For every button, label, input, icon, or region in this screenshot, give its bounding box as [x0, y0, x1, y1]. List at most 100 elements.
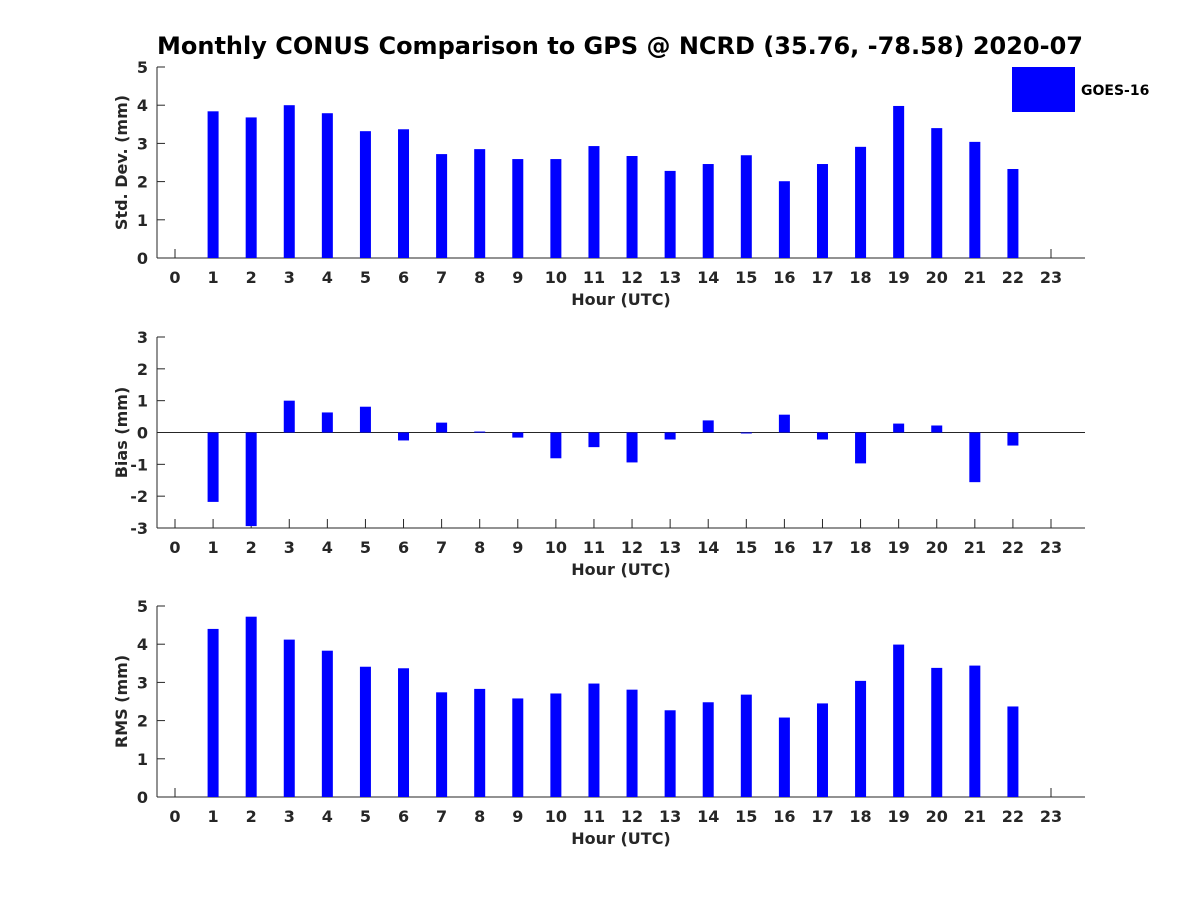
bar-bias-hour-12 — [626, 432, 638, 463]
x-tick-label: 21 — [964, 268, 986, 287]
x-tick-label: 1 — [208, 807, 219, 826]
x-tick-label: 6 — [398, 538, 409, 557]
bar-stddev-hour-5 — [359, 131, 371, 258]
bar-bias-hour-10 — [550, 432, 562, 459]
x-tick-label: 3 — [284, 538, 295, 557]
x-tick-label: 4 — [322, 268, 333, 287]
y-tick-label: 1 — [137, 392, 148, 411]
x-tick-label: 6 — [398, 268, 409, 287]
x-tick-label: 13 — [659, 538, 681, 557]
x-tick-label: 0 — [169, 538, 180, 557]
y-tick-label: -2 — [130, 487, 148, 506]
x-axis-label: Hour (UTC) — [571, 829, 671, 848]
bar-stddev-hour-9 — [512, 159, 524, 258]
bar-rms-hour-4 — [321, 650, 333, 797]
bar-stddev-hour-15 — [740, 155, 752, 258]
x-tick-label: 17 — [811, 807, 833, 826]
bar-rms-hour-3 — [283, 639, 295, 797]
x-tick-label: 1 — [208, 268, 219, 287]
y-tick-label: 4 — [137, 96, 148, 115]
x-tick-label: 10 — [545, 538, 567, 557]
x-tick-label: 3 — [284, 268, 295, 287]
bar-stddev-hour-21 — [969, 141, 981, 258]
x-tick-label: 18 — [849, 538, 871, 557]
bar-rms-hour-5 — [359, 666, 371, 797]
x-tick-label: 17 — [811, 538, 833, 557]
bar-bias-hour-4 — [321, 412, 333, 433]
y-tick-label: 2 — [137, 712, 148, 731]
x-tick-label: 20 — [926, 538, 948, 557]
x-tick-label: 16 — [773, 268, 795, 287]
bar-rms-hour-14 — [702, 702, 714, 797]
x-tick-label: 4 — [322, 807, 333, 826]
bar-stddev-hour-3 — [283, 105, 295, 258]
bar-rms-hour-16 — [778, 717, 790, 797]
x-tick-label: 5 — [360, 807, 371, 826]
bar-stddev-hour-2 — [245, 117, 257, 258]
x-tick-label: 3 — [284, 807, 295, 826]
x-tick-label: 7 — [436, 268, 447, 287]
x-tick-label: 19 — [888, 807, 910, 826]
x-tick-label: 6 — [398, 807, 409, 826]
bar-bias-hour-21 — [969, 432, 981, 483]
x-tick-label: 16 — [773, 807, 795, 826]
x-tick-label: 15 — [735, 807, 757, 826]
bar-rms-hour-10 — [550, 693, 562, 797]
x-tick-label: 4 — [322, 538, 333, 557]
x-tick-label: 22 — [1002, 538, 1024, 557]
x-tick-label: 8 — [474, 538, 485, 557]
bar-rms-hour-17 — [816, 703, 828, 797]
y-tick-label: 5 — [137, 597, 148, 616]
bar-stddev-hour-6 — [398, 129, 410, 258]
y-axis-label: RMS (mm) — [112, 655, 131, 748]
x-tick-label: 0 — [169, 268, 180, 287]
bar-stddev-hour-18 — [855, 146, 867, 258]
x-tick-label: 13 — [659, 268, 681, 287]
bar-rms-hour-15 — [740, 694, 752, 797]
bar-rms-hour-13 — [664, 710, 676, 797]
x-tick-label: 5 — [360, 268, 371, 287]
x-tick-label: 5 — [360, 538, 371, 557]
bar-stddev-hour-22 — [1007, 168, 1019, 258]
y-tick-label: 1 — [137, 750, 148, 769]
x-tick-label: 18 — [849, 807, 871, 826]
bar-stddev-hour-12 — [626, 156, 638, 258]
bar-stddev-hour-17 — [816, 164, 828, 258]
x-tick-label: 2 — [246, 268, 257, 287]
y-axis-label: Bias (mm) — [112, 387, 131, 479]
bar-bias-hour-8 — [474, 431, 486, 433]
x-tick-label: 10 — [545, 268, 567, 287]
bar-bias-hour-9 — [512, 432, 524, 438]
bar-bias-hour-7 — [436, 422, 448, 433]
x-tick-label: 12 — [621, 268, 643, 287]
bar-rms-hour-8 — [474, 688, 486, 797]
x-tick-label: 17 — [811, 268, 833, 287]
bar-stddev-hour-16 — [778, 181, 790, 258]
x-tick-label: 21 — [964, 538, 986, 557]
bar-stddev-hour-20 — [931, 128, 943, 258]
x-tick-label: 2 — [246, 807, 257, 826]
x-tick-label: 14 — [697, 807, 719, 826]
y-tick-label: 4 — [137, 635, 148, 654]
y-tick-label: 2 — [137, 360, 148, 379]
bar-bias-hour-22 — [1007, 432, 1019, 446]
bar-stddev-hour-11 — [588, 146, 600, 258]
bar-stddev-hour-14 — [702, 164, 714, 258]
bar-rms-hour-9 — [512, 698, 524, 797]
bar-bias-hour-13 — [664, 432, 676, 440]
x-tick-label: 8 — [474, 807, 485, 826]
x-tick-label: 14 — [697, 268, 719, 287]
x-tick-label: 11 — [583, 538, 605, 557]
bar-bias-hour-6 — [398, 432, 410, 441]
bar-rms-hour-12 — [626, 689, 638, 797]
x-tick-label: 7 — [436, 538, 447, 557]
bar-bias-hour-14 — [702, 420, 714, 433]
y-tick-label: 1 — [137, 211, 148, 230]
x-tick-label: 23 — [1040, 807, 1062, 826]
legend-swatch — [1012, 67, 1075, 112]
bar-rms-hour-11 — [588, 683, 600, 797]
bar-rms-hour-20 — [931, 667, 943, 797]
y-tick-label: -1 — [130, 455, 148, 474]
